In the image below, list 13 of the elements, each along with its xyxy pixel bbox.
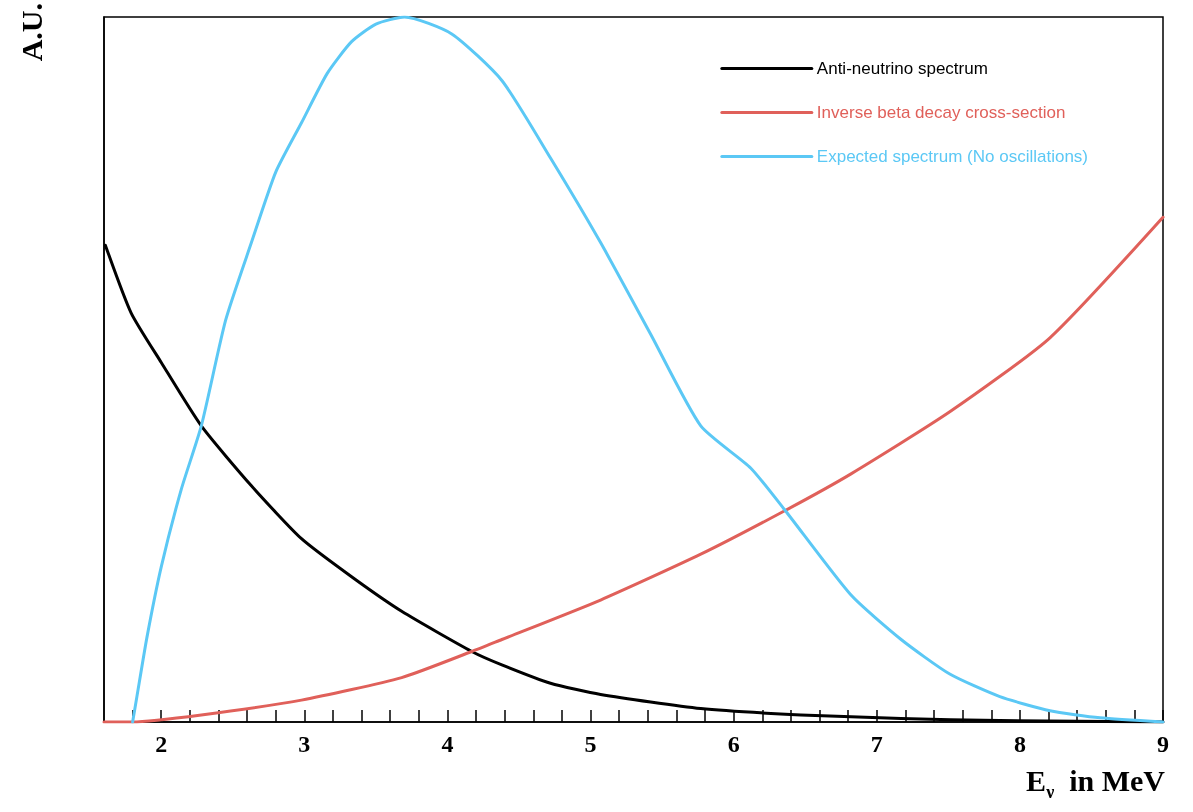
x-axis-title: E$_{ν}$ in MeV (1026, 764, 1165, 803)
x-tick-label: 7 (870, 731, 883, 757)
text: Inverse beta decay cross-section (816, 103, 1066, 122)
text: Expected spectrum (No oscillations) (816, 147, 1089, 166)
x-tick-label: 2 (155, 731, 168, 757)
x-tick-label: 3 (298, 731, 311, 757)
x-tick-label: 6 (727, 731, 740, 757)
x-tick-label: 8 (1013, 731, 1026, 757)
x-tick-label: 5 (584, 731, 597, 757)
x-tick-label: 4 (441, 731, 454, 757)
text: Anti-neutrino spectrum (816, 59, 988, 78)
y-axis-title: A.U. (14, 3, 48, 62)
x-tick-label: 9 (1157, 731, 1169, 757)
